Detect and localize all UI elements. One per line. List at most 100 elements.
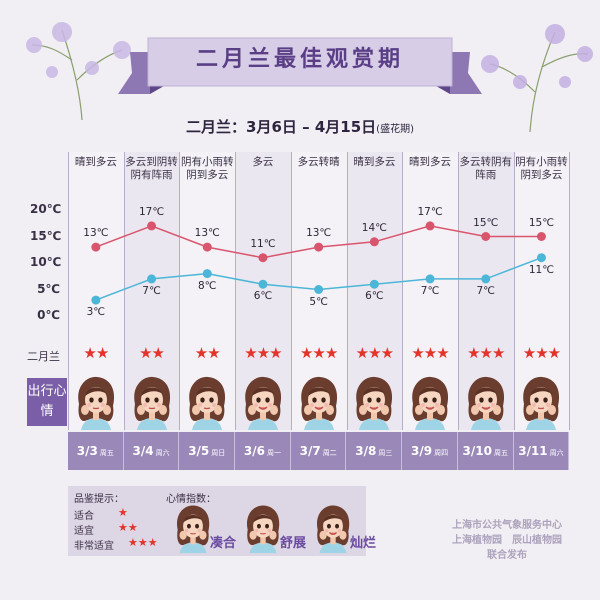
legend: [68, 486, 366, 556]
weekday-label: 周二: [322, 449, 337, 457]
temperature-value-label: 3℃: [86, 306, 106, 319]
rating-stars: ★★★: [522, 344, 561, 362]
stars-row-label: 二月兰: [27, 350, 60, 363]
temperature-value-label: 13℃: [306, 227, 332, 240]
column-divider: [457, 152, 459, 430]
rating-stars: ★★★: [355, 344, 394, 362]
date-label: 3/6: [243, 444, 265, 458]
date-label: 3/9: [410, 444, 433, 458]
date-label: 3/8: [355, 444, 377, 458]
weather-text: 阴有小雨转阴到多云: [515, 156, 568, 181]
mood-legend-label: 凑合: [210, 536, 237, 551]
date-cell: 3/8 周三: [347, 432, 403, 470]
rating-legend-label: 适宜: [74, 526, 94, 537]
column-divider: [569, 152, 571, 430]
date-cell: 3/6 周一: [235, 432, 291, 470]
rating-legend-label: 非常适宜: [74, 541, 114, 552]
column-divider: [123, 152, 125, 430]
date-label: 3/11: [518, 444, 548, 458]
date-cell: 3/4 周六: [124, 432, 180, 470]
date-cell: 3/3 周五: [68, 432, 124, 470]
rating-legend-stars: ★★★: [128, 536, 158, 549]
temperature-value-label: 7℃: [420, 284, 440, 297]
rating-stars: ★★: [83, 344, 109, 362]
mood-avatar: [238, 374, 288, 430]
weather-text: 晴到多云: [353, 156, 396, 168]
temperature-value-label: 13℃: [194, 227, 220, 240]
mood-avatar: [349, 374, 399, 430]
temperature-value-label: 17℃: [138, 205, 165, 218]
column-divider: [513, 152, 515, 430]
mood-legend-avatar: [311, 503, 356, 554]
bloom-period-note: (盛花期): [376, 124, 414, 135]
rating-stars: ★★: [194, 344, 221, 362]
temperature-value-label: 15℃: [528, 216, 555, 229]
temperature-value-label: 14℃: [361, 221, 387, 234]
page-title: 二月兰最佳观赏期: [195, 47, 404, 72]
mood-avatar: [461, 374, 511, 430]
weather-text: 晴到多云: [409, 156, 452, 168]
date-label: 3/4: [132, 444, 154, 458]
temperature-value-label: 6℃: [253, 290, 273, 303]
column-divider: [346, 152, 348, 430]
publisher-line-1: 上海市公共气象服务中心: [452, 520, 562, 531]
mood-legend-avatar: [241, 503, 286, 554]
temperature-value-label: 5℃: [309, 295, 328, 308]
temperature-value-label: 7℃: [476, 284, 495, 297]
mood-avatar: [516, 374, 566, 430]
mood-legend-label: 舒展: [280, 536, 307, 551]
weekday-label: 周日: [211, 449, 226, 457]
weekday-label: 周一: [266, 449, 281, 457]
weather-text: 多云转晴: [297, 156, 340, 168]
mood-avatar: [127, 374, 177, 430]
title-ribbon: [118, 37, 482, 94]
rating-legend-stars: ★: [118, 506, 128, 519]
date-cell: 3/9 周四: [402, 432, 458, 470]
date-cell: 3/10 周五: [458, 432, 514, 470]
date-label: 3/7: [299, 444, 321, 458]
date-label: 3/10: [462, 444, 492, 458]
date-label: 3/3: [76, 444, 98, 458]
mood-row-label: 出行心情: [27, 378, 67, 426]
mood-legend-avatar: [171, 503, 216, 554]
mood-avatar: [405, 374, 455, 430]
weather-text: 多云: [252, 156, 274, 168]
bloom-period: 二月兰：3月6日 – 4月15日(盛花期): [0, 116, 600, 137]
column-divider: [68, 152, 69, 430]
rating-stars: ★★★: [299, 344, 338, 362]
date-label: 3/5: [188, 444, 210, 458]
y-tick-label: 15℃: [30, 228, 62, 243]
temperature-value-label: 17℃: [417, 205, 443, 218]
weather-text: 晴到多云: [74, 156, 117, 168]
bloom-period-range: 3月6日 – 4月15日: [246, 118, 377, 136]
mood-avatar: [294, 374, 344, 430]
weekday-label: 周四: [434, 449, 449, 457]
temperature-value-label: 11℃: [250, 237, 276, 250]
weather-text: 多云到阴转阴有阵雨: [125, 156, 178, 181]
temperature-value-label: 11℃: [528, 263, 555, 276]
publisher-line-2: 上海植物园 辰山植物园: [452, 535, 562, 546]
publisher-line-3: 联合发布: [487, 550, 527, 561]
temperature-value-label: 6℃: [365, 290, 384, 303]
mood-legend-label: 灿烂: [350, 536, 377, 551]
weather-text: 阴有小雨转阴到多云: [180, 156, 234, 181]
rating-legend-label: 适合: [74, 511, 94, 522]
mood-legend-title: 心情指数：: [166, 494, 216, 505]
temperature-value-label: 7℃: [142, 284, 161, 297]
y-tick-label: 10℃: [30, 255, 62, 269]
column-divider: [179, 152, 181, 430]
bloom-period-label: 二月兰：: [186, 118, 247, 136]
rating-legend-title: 品鉴提示：: [74, 494, 124, 505]
flower-decoration-left: [26, 22, 131, 120]
date-cell: 3/7 周二: [291, 432, 347, 470]
column-divider: [235, 152, 237, 430]
weekday-label: 周六: [549, 449, 564, 457]
weekday-label: 周五: [493, 449, 508, 457]
weekday-label: 周六: [155, 449, 170, 457]
mood-avatar: [71, 374, 121, 430]
temperature-value-label: 13℃: [83, 227, 109, 240]
temperature-value-label: 8℃: [198, 279, 217, 292]
rating-stars: ★★★: [411, 344, 449, 362]
column-divider: [290, 152, 292, 430]
mood-avatar: [182, 374, 232, 430]
